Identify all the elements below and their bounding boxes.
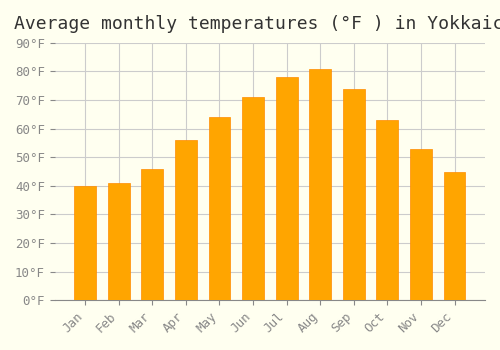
Bar [376, 120, 398, 300]
Bar [74, 186, 96, 300]
Bar [208, 117, 231, 300]
Bar [310, 69, 331, 300]
Bar [444, 172, 466, 300]
Bar [276, 77, 297, 300]
Bar [175, 140, 197, 300]
Bar [108, 183, 130, 300]
Title: Average monthly temperatures (°F ) in Yokkaichi: Average monthly temperatures (°F ) in Yo… [14, 15, 500, 33]
Bar [410, 149, 432, 300]
Bar [142, 169, 164, 300]
Bar [242, 97, 264, 300]
Bar [343, 89, 364, 300]
